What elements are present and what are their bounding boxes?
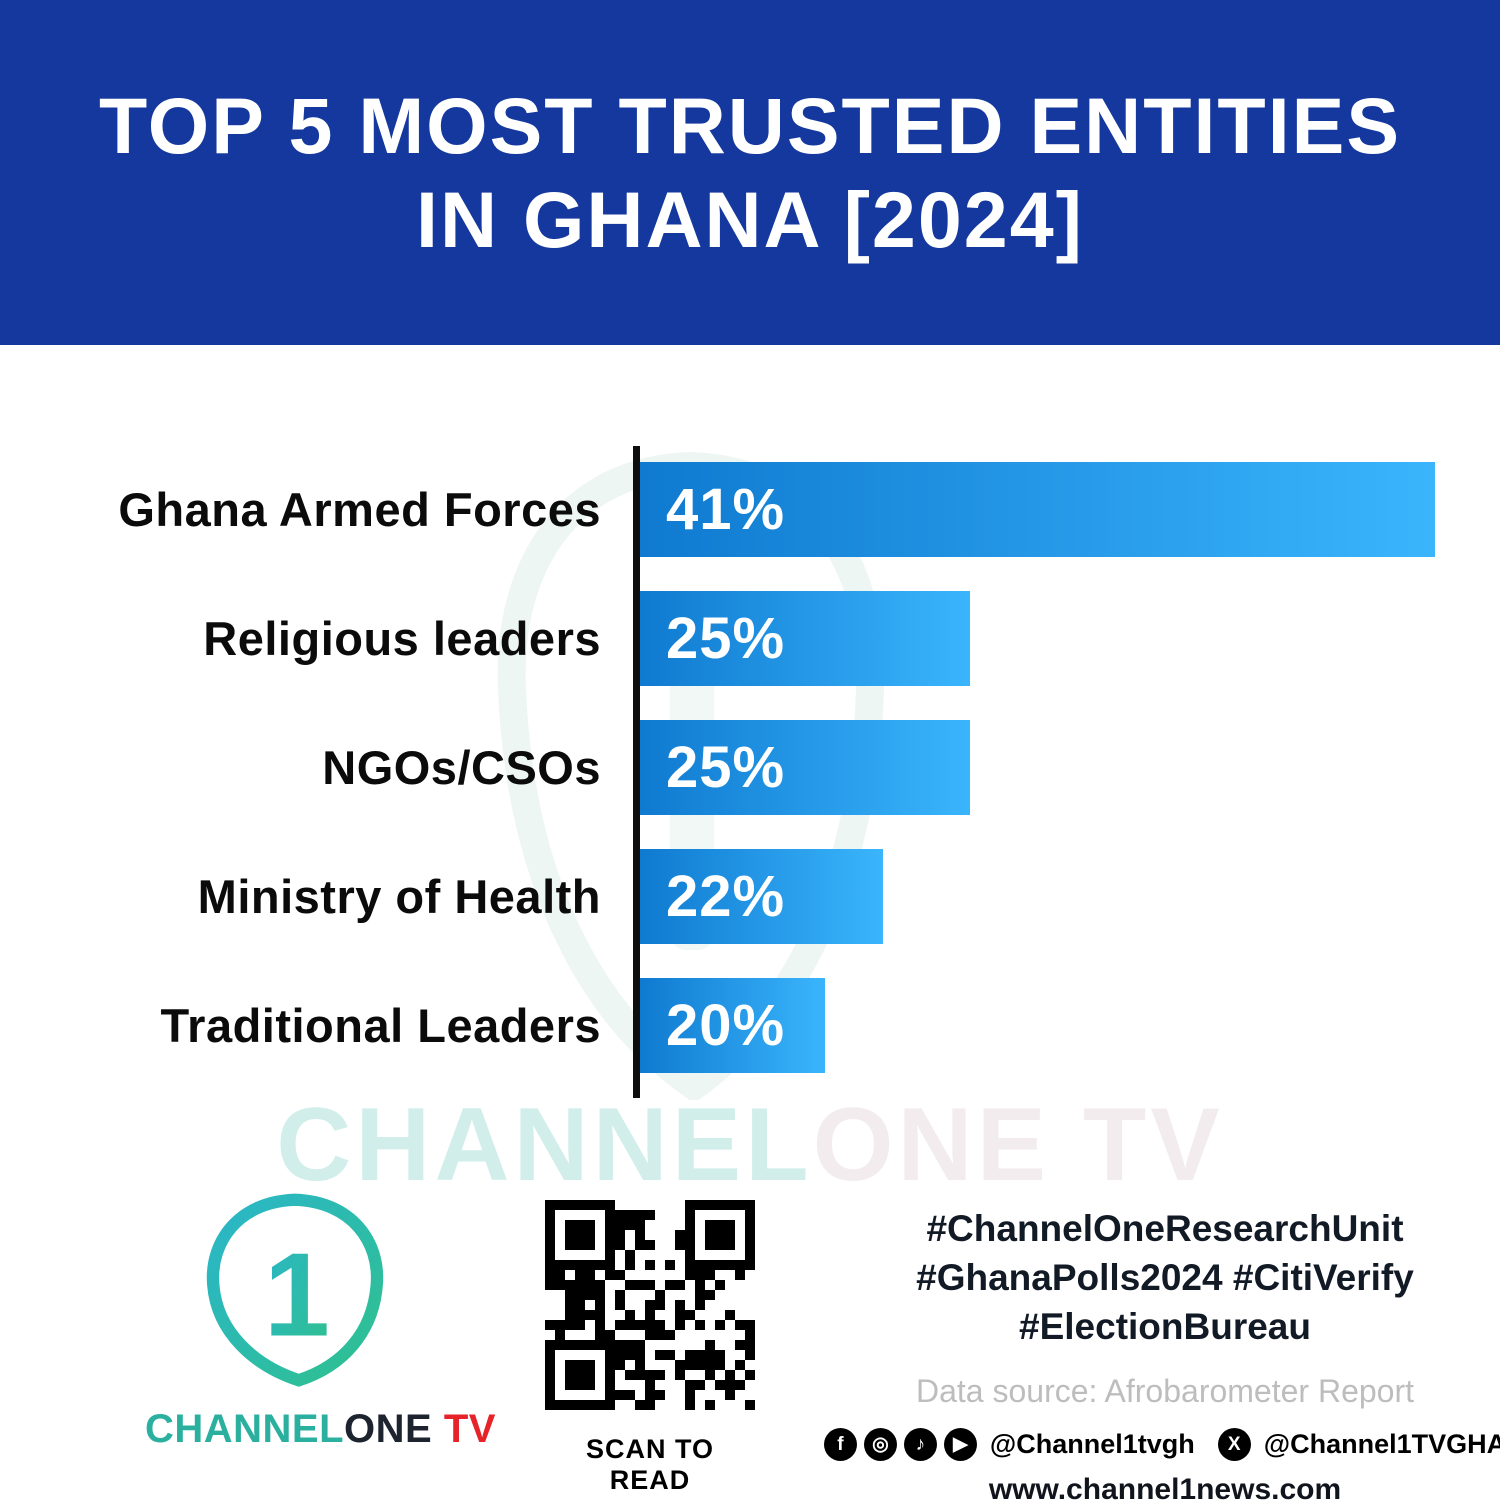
brand-block: 1 CHANNELONE TV — [145, 1190, 495, 1452]
page-title-line2: IN GHANA [2024] — [416, 174, 1084, 264]
data-source: Data source: Afrobarometer Report — [915, 1373, 1414, 1410]
brand-one: ONE — [344, 1407, 433, 1451]
bar: 20% — [640, 978, 825, 1073]
page-title-line1: TOP 5 MOST TRUSTED ENTITIES — [98, 81, 1402, 171]
brand-tv: TV — [432, 1407, 496, 1451]
logo-digit: 1 — [264, 1229, 330, 1362]
page-title: TOP 5 MOST TRUSTED ENTITIES IN GHANA [20… — [99, 79, 1401, 265]
value-label: 25% — [666, 606, 786, 671]
bar: 25% — [640, 591, 971, 686]
bar: 41% — [640, 462, 1436, 557]
header-banner: TOP 5 MOST TRUSTED ENTITIES IN GHANA [20… — [0, 0, 1500, 345]
youtube-icon: ▶ — [943, 1428, 977, 1462]
brand-wordmark: CHANNELONE TV — [145, 1407, 495, 1452]
value-label: 20% — [666, 993, 786, 1058]
bar-row: Ghana Armed Forces 41% — [0, 462, 1436, 557]
bar: 22% — [640, 849, 884, 944]
value-label: 41% — [666, 477, 786, 542]
social-handle-primary: @Channel1tvgh — [989, 1429, 1195, 1460]
category-label: Ministry of Health — [197, 870, 601, 923]
hashtag-line1: #ChannelOneResearchUnit — [926, 1208, 1404, 1249]
qr-caption: SCAN TO READ — [585, 1434, 714, 1495]
bar-track: 25% — [640, 591, 1435, 686]
bar-track: 20% — [640, 978, 1435, 1073]
category-label: Religious leaders — [203, 612, 601, 665]
hashtags: #ChannelOneResearchUnit #GhanaPolls2024 … — [880, 1205, 1450, 1351]
tiktok-icon: ♪ — [903, 1428, 937, 1462]
value-label: 25% — [666, 735, 786, 800]
chart-axis — [633, 446, 640, 1098]
footer: 1 CHANNELONE TV SCAN TO READ #ChannelOne… — [0, 1185, 1500, 1500]
brand-channel: CHANNEL — [145, 1407, 345, 1451]
qr-code — [545, 1200, 755, 1410]
bar-row: Religious leaders 25% — [0, 591, 1435, 686]
bar-track: 22% — [640, 849, 1435, 944]
footer-info: #ChannelOneResearchUnit #GhanaPolls2024 … — [823, 1205, 1500, 1500]
bar-row: Ministry of Health 22% — [0, 849, 1435, 944]
category-label: NGOs/CSOs — [322, 741, 601, 794]
bar-row: Traditional Leaders 20% — [0, 978, 1435, 1073]
category-label: Traditional Leaders — [160, 999, 601, 1052]
bar-track: 25% — [640, 720, 1435, 815]
hashtag-line2: #GhanaPolls2024 #CitiVerify — [916, 1256, 1414, 1298]
qr-block: SCAN TO READ — [545, 1200, 755, 1496]
social-handle-x: @Channel1TVGHA — [1263, 1429, 1500, 1460]
facebook-icon: f — [823, 1428, 857, 1462]
instagram-icon: ◎ — [863, 1428, 897, 1462]
category-label: Ghana Armed Forces — [118, 483, 601, 536]
channel-one-logo-icon: 1 — [206, 1193, 384, 1387]
x-icon: X — [1217, 1428, 1251, 1462]
bar-chart: Ghana Armed Forces 41% Religious leaders… — [0, 446, 1436, 1098]
bar-track: 41% — [640, 462, 1436, 557]
value-label: 22% — [666, 864, 786, 929]
bar: 25% — [640, 720, 971, 815]
social-row: f ◎ ♪ ▶ @Channel1tvgh X @Channel1TVGHA — [823, 1428, 1500, 1462]
bar-row: NGOs/CSOs 25% — [0, 720, 1435, 815]
website-url: www.channel1news.com — [988, 1473, 1342, 1500]
hashtag-line3: #ElectionBureau — [1019, 1305, 1311, 1347]
